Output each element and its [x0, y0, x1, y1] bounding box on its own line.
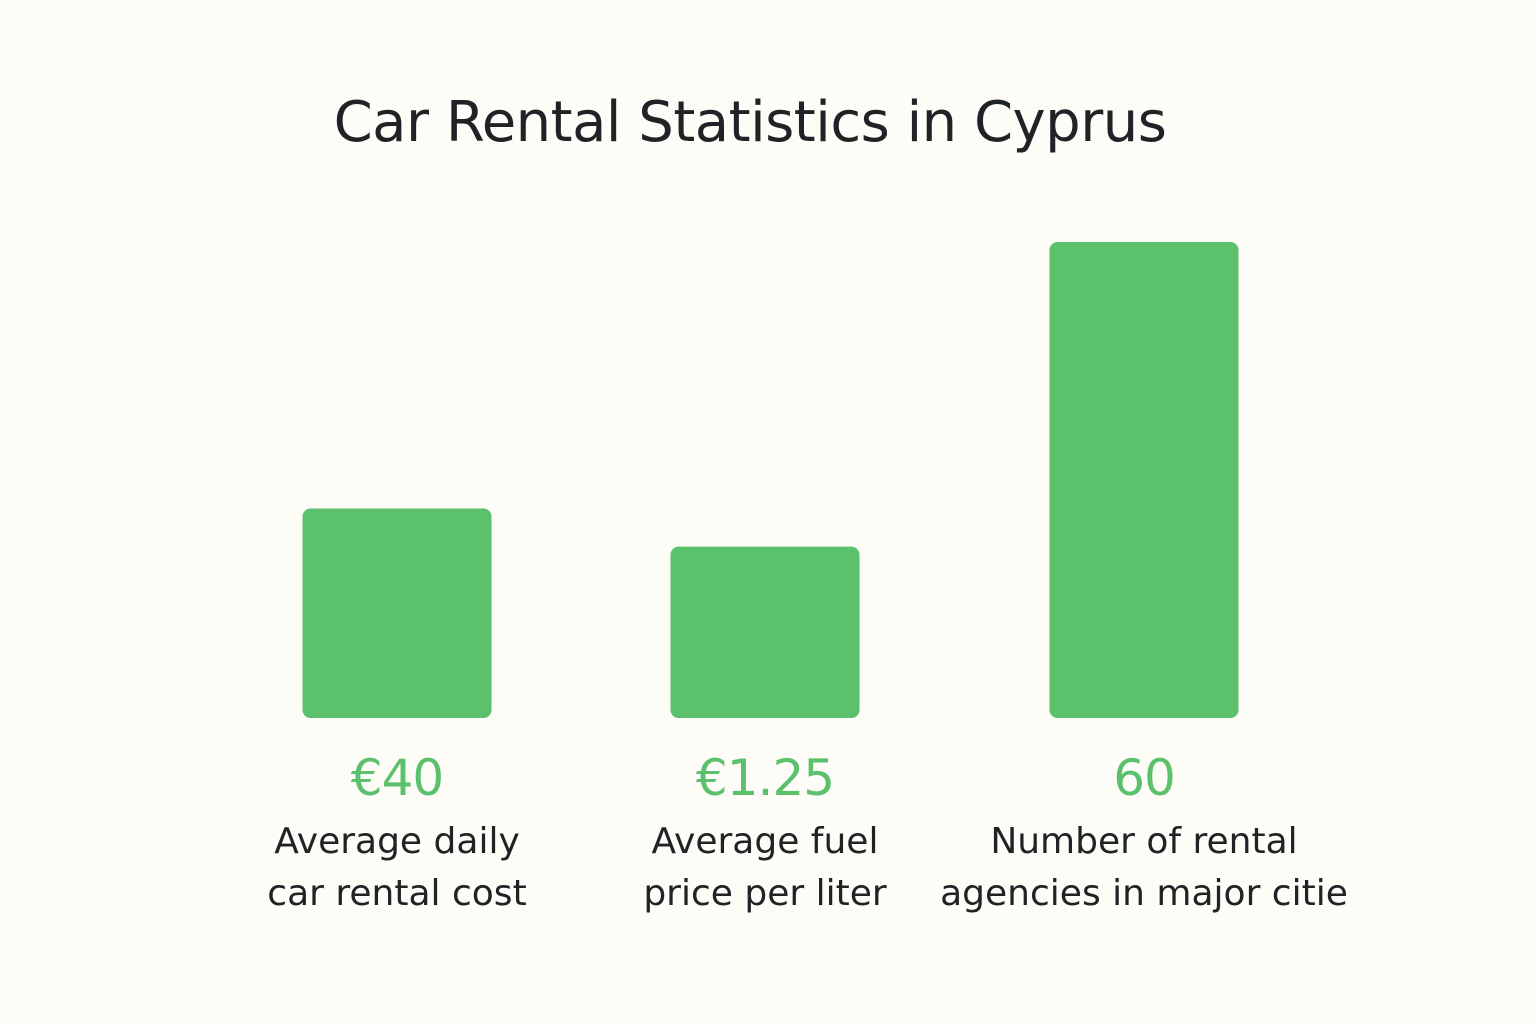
value-label-1: €40 [351, 749, 443, 807]
bar-2 [670, 546, 860, 718]
chart-title: Car Rental Statistics in Cyprus [333, 90, 1167, 155]
category-label-2-line-2: price per liter [643, 873, 887, 914]
category-label-3-line-1: Number of rental [990, 821, 1297, 862]
value-label-2: €1.25 [696, 749, 834, 807]
bar-1 [302, 508, 492, 718]
bar-3 [1049, 242, 1239, 718]
category-label-1-line-2: car rental cost [267, 873, 526, 914]
category-label-3-line-2: agencies in major citie [940, 873, 1348, 914]
category-label-1-line-1: Average daily [274, 821, 520, 862]
value-label-3: 60 [1113, 749, 1175, 807]
category-label-2-line-1: Average fuel [652, 821, 879, 862]
